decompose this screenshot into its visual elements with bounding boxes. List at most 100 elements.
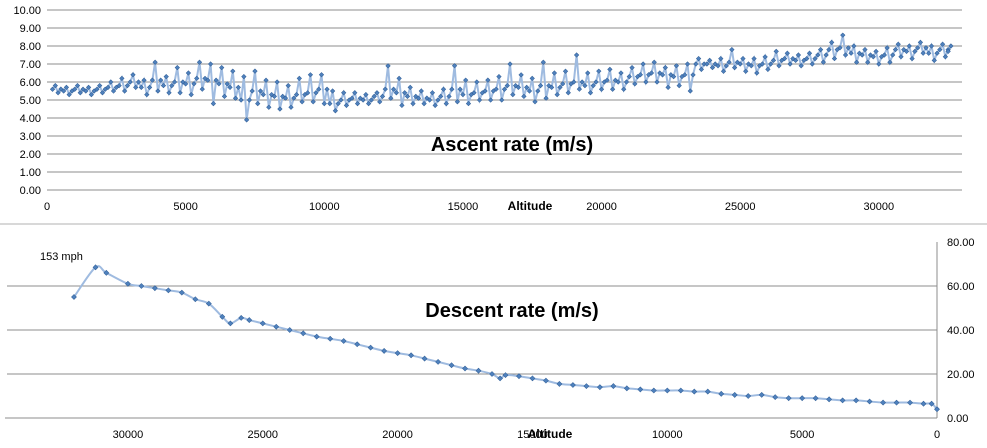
- ascent-data-point: [335, 101, 341, 107]
- ascent-data-point: [740, 55, 746, 62]
- ascent-data-point: [906, 43, 912, 49]
- ascent-data-point: [210, 100, 216, 107]
- ascent-data-point: [748, 63, 754, 69]
- ascent-data-point: [765, 66, 771, 73]
- descent-data-point: [462, 365, 468, 372]
- ascent-data-point: [61, 88, 67, 94]
- ascent-data-point: [784, 50, 790, 56]
- ascent-data-point: [909, 55, 915, 62]
- ascent-data-point: [610, 86, 616, 92]
- ascent-data-point: [759, 61, 765, 67]
- ascent-data-point: [915, 45, 921, 51]
- descent-data-point: [677, 387, 684, 394]
- ascent-data-point: [99, 90, 106, 96]
- ascent-data-point: [654, 79, 660, 85]
- ascent-data-point: [94, 86, 100, 92]
- ascent-data-point: [485, 77, 491, 83]
- descent-data-point: [178, 289, 185, 296]
- descent-x-tick-label: 5000: [790, 429, 814, 441]
- ascent-data-point: [440, 86, 447, 92]
- ascent-data-point: [230, 68, 236, 74]
- ascent-data-point: [266, 104, 272, 110]
- ascent-data-point: [845, 45, 851, 51]
- ascent-data-point: [496, 73, 502, 80]
- ascent-data-point: [809, 61, 815, 67]
- ascent-data-point: [840, 32, 846, 38]
- ascent-data-point: [177, 90, 183, 96]
- ascent-data-point: [726, 59, 732, 65]
- ascent-data-point: [715, 63, 721, 69]
- ascent-data-point: [410, 100, 416, 107]
- ascent-x-ticks: 0 5000 10000 15000 20000 25000 30000: [44, 201, 894, 213]
- ascent-data-point: [859, 52, 865, 58]
- ascent-data-point: [127, 79, 133, 85]
- ascent-data-point: [499, 97, 505, 103]
- ascent-data-point: [205, 77, 211, 83]
- ascent-data-point: [870, 54, 876, 60]
- descent-data-point: [435, 358, 441, 365]
- ascent-data-point: [255, 101, 261, 107]
- ascent-data-point: [501, 86, 508, 92]
- ascent-data-point: [718, 55, 724, 62]
- ascent-data-point: [379, 93, 386, 100]
- ascent-data-point: [249, 88, 255, 94]
- ascent-data-point: [63, 84, 70, 91]
- ascent-data-point: [773, 48, 779, 55]
- ascent-data-point: [865, 59, 871, 65]
- ascent-data-point: [163, 74, 169, 80]
- descent-data-point: [516, 373, 522, 380]
- ascent-data-point: [751, 56, 757, 62]
- ascent-data-point: [169, 82, 175, 89]
- ascent-data-point: [931, 57, 937, 63]
- ascent-data-point: [565, 90, 571, 96]
- ascent-data-point: [427, 97, 433, 103]
- ascent-data-point: [510, 91, 516, 98]
- ascent-data-point: [296, 75, 302, 82]
- ascent-data-point: [402, 90, 408, 96]
- descent-x-ticks: 30000 25000 20000 15000 10000 5000 0: [113, 429, 940, 441]
- descent-data-point: [238, 314, 245, 321]
- ascent-y-tick-label: 0.00: [20, 185, 41, 197]
- ascent-data-point: [149, 77, 155, 83]
- descent-data-point: [758, 391, 765, 398]
- descent-data-point: [259, 320, 266, 327]
- ascent-data-point: [257, 88, 264, 94]
- ascent-data-point: [124, 82, 131, 89]
- ascent-data-point: [449, 86, 455, 92]
- descent-data-point: [718, 390, 725, 397]
- descent-data-point: [866, 398, 873, 405]
- descent-data-point: [125, 280, 131, 287]
- ascent-data-point: [682, 72, 688, 78]
- ascent-data-point: [213, 77, 219, 83]
- descent-data-point: [475, 367, 482, 374]
- ascent-data-point: [133, 84, 139, 91]
- ascent-y-tick-label: 3.00: [20, 131, 41, 143]
- ascent-data-point: [463, 77, 469, 83]
- descent-data-point: [785, 395, 792, 402]
- ascent-data-point: [74, 82, 81, 89]
- descent-data-point: [529, 375, 536, 382]
- ascent-x-axis-label: Altitude: [508, 199, 553, 213]
- ascent-data-point: [119, 75, 125, 81]
- descent-gridlines: [5, 242, 938, 419]
- ascent-data-point: [554, 91, 560, 98]
- ascent-data-point: [341, 90, 347, 96]
- ascent-data-point: [895, 41, 901, 47]
- descent-data-point: [421, 355, 428, 362]
- ascent-data-point: [88, 91, 94, 98]
- ascent-data-point: [366, 101, 372, 107]
- ascent-data-point: [316, 86, 322, 92]
- ascent-data-point: [185, 70, 192, 76]
- descent-data-point: [489, 371, 495, 377]
- ascent-data-point: [873, 48, 879, 55]
- ascent-data-point: [698, 66, 704, 72]
- ascent-data-point: [532, 99, 538, 105]
- ascent-data-point: [598, 86, 605, 92]
- descent-data-point: [812, 395, 819, 402]
- ascent-data-point: [770, 57, 777, 63]
- descent-y-tick-label: 40.00: [947, 325, 975, 337]
- ascent-data-point: [573, 52, 580, 58]
- ascent-data-point: [221, 93, 228, 99]
- ascent-data-point: [607, 66, 613, 72]
